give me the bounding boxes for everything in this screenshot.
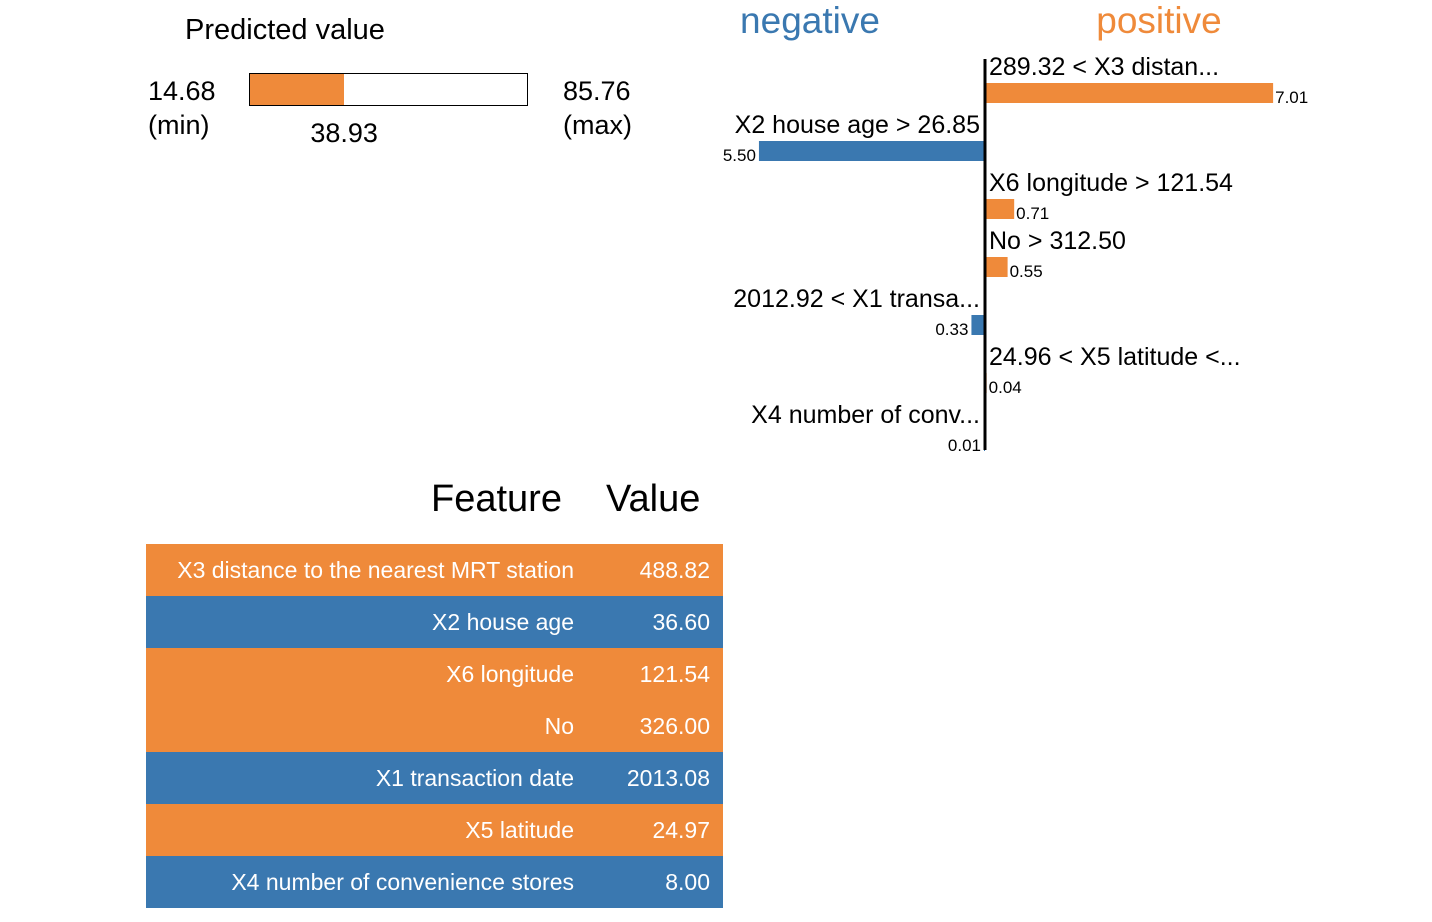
predicted-min-label: 14.68 (min) — [148, 74, 216, 142]
table-feature-value: 121.54 — [639, 660, 710, 687]
table-feature-name: X4 number of convenience stores — [231, 868, 574, 895]
table-row: X2 house age 36.60 — [146, 596, 723, 648]
table-feature-value: 326.00 — [639, 712, 710, 739]
feature-condition-label: 2012.92 < X1 transa... — [733, 285, 980, 313]
table-feature-name: X3 distance to the nearest MRT station — [177, 556, 574, 583]
negative-header: negative — [740, 0, 880, 41]
feature-condition-label: X4 number of conv... — [751, 401, 980, 429]
predicted-value-label: 38.93 — [310, 118, 378, 148]
contribution-value-label: 0.01 — [948, 436, 981, 455]
table-feature-value: 488.82 — [639, 556, 710, 583]
table-row: X5 latitude 24.97 — [146, 804, 723, 856]
table-header-feature: Feature — [431, 478, 562, 520]
table-feature-name: X6 longitude — [446, 660, 574, 687]
table-row: No 326.00 — [146, 700, 723, 752]
predicted-min-suffix: (min) — [148, 110, 210, 140]
predicted-max-suffix: (max) — [563, 110, 632, 140]
table-row: X4 number of convenience stores 8.00 — [146, 856, 723, 908]
predicted-value-bar — [249, 73, 528, 106]
feature-condition-label: No > 312.50 — [989, 227, 1126, 255]
feature-condition-label: X2 house age > 26.85 — [735, 111, 980, 139]
feature-condition-label: 289.32 < X3 distan... — [989, 53, 1219, 81]
contribution-chart: negative positive 289.32 < X3 distan... 7… — [723, 0, 1308, 455]
table-feature-value: 2013.08 — [626, 764, 710, 791]
predicted-value-title: Predicted value — [185, 14, 385, 46]
contribution-bar — [758, 141, 985, 161]
predicted-min-value: 14.68 — [148, 76, 216, 106]
predicted-max-label: 85.76 (max) — [563, 74, 632, 142]
table-header-value: Value — [606, 478, 701, 520]
feature-condition-label: 24.96 < X5 latitude <... — [989, 343, 1241, 371]
contribution-bar — [971, 315, 985, 335]
contribution-value-label: 0.71 — [1016, 204, 1049, 223]
table-feature-name: X5 latitude — [465, 816, 574, 843]
table-feature-value: 36.60 — [652, 608, 710, 635]
table-row: X1 transaction date 2013.08 — [146, 752, 723, 804]
predicted-value-fill — [250, 74, 345, 105]
table-row: X6 longitude 121.54 — [146, 648, 723, 700]
feature-value-table: X3 distance to the nearest MRT station 48… — [146, 544, 723, 908]
positive-header: positive — [1096, 0, 1221, 41]
table-feature-name: X1 transaction date — [375, 764, 574, 791]
contribution-bars: 289.32 < X3 distan... 7.01 X2 house age > … — [723, 53, 1308, 455]
table-feature-value: 24.97 — [652, 816, 710, 843]
predicted-max-value: 85.76 — [563, 76, 631, 106]
contribution-value-label: 7.01 — [1275, 88, 1308, 107]
contribution-bar — [985, 83, 1274, 103]
table-feature-name: No — [544, 712, 574, 739]
table-feature-value: 8.00 — [665, 868, 710, 895]
contribution-bar — [985, 257, 1008, 277]
contribution-value-label: 0.33 — [935, 320, 968, 339]
table-feature-name: X2 house age — [432, 608, 574, 635]
contribution-bar — [985, 199, 1015, 219]
contribution-value-label: 5.50 — [723, 146, 756, 165]
feature-condition-label: X6 longitude > 121.54 — [989, 169, 1233, 197]
contribution-value-label: 0.04 — [989, 378, 1022, 397]
contribution-value-label: 0.55 — [1010, 262, 1043, 281]
table-row: X3 distance to the nearest MRT station 48… — [146, 544, 723, 596]
